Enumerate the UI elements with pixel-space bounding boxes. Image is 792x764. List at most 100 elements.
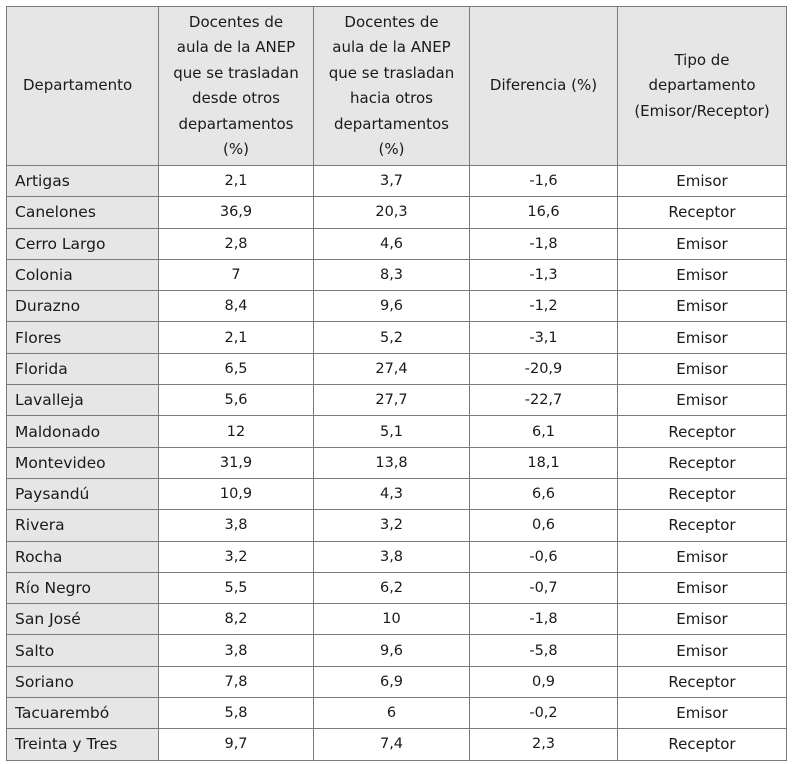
cell-departamento: Río Negro (6, 571, 159, 605)
cell-tipo: Emisor (617, 290, 787, 323)
cell-hacia: 10 (313, 603, 470, 636)
cell-diferencia: 0,9 (469, 665, 618, 699)
cell-tipo: Emisor (617, 164, 787, 198)
cell-diferencia: -0,7 (469, 571, 618, 605)
cell-diferencia: -5,8 (469, 634, 618, 667)
cell-tipo: Emisor (617, 697, 787, 730)
table-row: Paysandú 10,9 4,3 6,6 Receptor (6, 477, 787, 511)
cell-desde: 6,5 (158, 352, 314, 386)
cell-tipo: Emisor (617, 603, 787, 636)
cell-departamento: Florida (6, 352, 159, 386)
table-row: Canelones 36,9 20,3 16,6 Receptor (6, 196, 787, 229)
cell-diferencia: -1,8 (469, 603, 618, 636)
table-row: Florida 6,5 27,4 -20,9 Emisor (6, 352, 787, 386)
header-hacia-label: Docentes de aula de la ANEP que se trasl… (328, 12, 455, 159)
cell-tipo: Emisor (617, 540, 787, 573)
cell-desde: 31,9 (158, 446, 314, 479)
cell-diferencia: 2,3 (469, 728, 618, 761)
header-departamento: Departamento (6, 6, 159, 166)
cell-tipo: Emisor (617, 258, 787, 292)
cell-desde: 36,9 (158, 196, 314, 229)
cell-desde: 9,7 (158, 728, 314, 761)
table-row: Rocha 3,2 3,8 -0,6 Emisor (6, 540, 787, 573)
cell-departamento: Colonia (6, 258, 159, 292)
cell-diferencia: -0,6 (469, 540, 618, 573)
cell-diferencia: 6,1 (469, 415, 618, 448)
cell-hacia: 4,6 (313, 227, 470, 260)
cell-hacia: 27,7 (313, 384, 470, 417)
header-row: Departamento Docentes de aula de la ANEP… (6, 6, 787, 166)
cell-desde: 5,6 (158, 384, 314, 417)
cell-tipo: Receptor (617, 196, 787, 229)
cell-hacia: 8,3 (313, 258, 470, 292)
teacher-transfer-table: Departamento Docentes de aula de la ANEP… (6, 6, 787, 761)
header-diferencia-label: Diferencia (%) (489, 76, 598, 95)
cell-departamento: Soriano (6, 665, 159, 699)
cell-departamento: Salto (6, 634, 159, 667)
header-diferencia: Diferencia (%) (469, 6, 618, 166)
cell-tipo: Emisor (617, 634, 787, 667)
cell-desde: 10,9 (158, 477, 314, 511)
cell-departamento: Tacuarembó (6, 697, 159, 730)
cell-diferencia: 16,6 (469, 196, 618, 229)
table-row: Lavalleja 5,6 27,7 -22,7 Emisor (6, 384, 787, 417)
cell-diferencia: -22,7 (469, 384, 618, 417)
cell-desde: 8,4 (158, 290, 314, 323)
cell-diferencia: -1,3 (469, 258, 618, 292)
cell-hacia: 4,3 (313, 477, 470, 511)
cell-desde: 2,1 (158, 164, 314, 198)
cell-hacia: 6 (313, 697, 470, 730)
cell-desde: 2,8 (158, 227, 314, 260)
cell-diferencia: -3,1 (469, 321, 618, 354)
cell-departamento: Durazno (6, 290, 159, 323)
header-desde: Docentes de aula de la ANEP que se trasl… (158, 6, 314, 166)
table-header: Departamento Docentes de aula de la ANEP… (6, 6, 787, 166)
cell-desde: 7 (158, 258, 314, 292)
table-row: Durazno 8,4 9,6 -1,2 Emisor (6, 290, 787, 323)
cell-hacia: 3,7 (313, 164, 470, 198)
cell-desde: 3,8 (158, 509, 314, 542)
table-row: Montevideo 31,9 13,8 18,1 Receptor (6, 446, 787, 479)
cell-hacia: 6,9 (313, 665, 470, 699)
table-row: Treinta y Tres 9,7 7,4 2,3 Receptor (6, 728, 787, 761)
cell-departamento: Artigas (6, 164, 159, 198)
cell-departamento: San José (6, 603, 159, 636)
table-row: San José 8,2 10 -1,8 Emisor (6, 603, 787, 636)
header-tipo: Tipo de departamento (Emisor/Receptor) (617, 6, 787, 166)
cell-hacia: 6,2 (313, 571, 470, 605)
cell-tipo: Receptor (617, 665, 787, 699)
header-departamento-label: Departamento (23, 76, 133, 95)
cell-hacia: 13,8 (313, 446, 470, 479)
cell-hacia: 5,2 (313, 321, 470, 354)
cell-desde: 2,1 (158, 321, 314, 354)
table-row: Río Negro 5,5 6,2 -0,7 Emisor (6, 571, 787, 605)
cell-hacia: 7,4 (313, 728, 470, 761)
cell-tipo: Emisor (617, 571, 787, 605)
cell-departamento: Cerro Largo (6, 227, 159, 260)
table-row: Artigas 2,1 3,7 -1,6 Emisor (6, 164, 787, 198)
cell-departamento: Paysandú (6, 477, 159, 511)
cell-diferencia: 0,6 (469, 509, 618, 542)
cell-desde: 8,2 (158, 603, 314, 636)
header-tipo-label: Tipo de departamento (Emisor/Receptor) (634, 50, 770, 120)
table-body: Artigas 2,1 3,7 -1,6 Emisor Canelones 36… (6, 164, 787, 761)
cell-departamento: Flores (6, 321, 159, 354)
cell-tipo: Emisor (617, 352, 787, 386)
table-row: Salto 3,8 9,6 -5,8 Emisor (6, 634, 787, 667)
cell-departamento: Canelones (6, 196, 159, 229)
cell-hacia: 20,3 (313, 196, 470, 229)
cell-departamento: Rocha (6, 540, 159, 573)
cell-hacia: 5,1 (313, 415, 470, 448)
cell-desde: 5,5 (158, 571, 314, 605)
cell-tipo: Emisor (617, 384, 787, 417)
cell-desde: 3,8 (158, 634, 314, 667)
table-row: Rivera 3,8 3,2 0,6 Receptor (6, 509, 787, 542)
table-row: Soriano 7,8 6,9 0,9 Receptor (6, 665, 787, 699)
header-hacia: Docentes de aula de la ANEP que se trasl… (313, 6, 470, 166)
cell-diferencia: -0,2 (469, 697, 618, 730)
cell-diferencia: -1,6 (469, 164, 618, 198)
cell-diferencia: -1,2 (469, 290, 618, 323)
cell-diferencia: 6,6 (469, 477, 618, 511)
table-row: Tacuarembó 5,8 6 -0,2 Emisor (6, 697, 787, 730)
cell-hacia: 9,6 (313, 290, 470, 323)
